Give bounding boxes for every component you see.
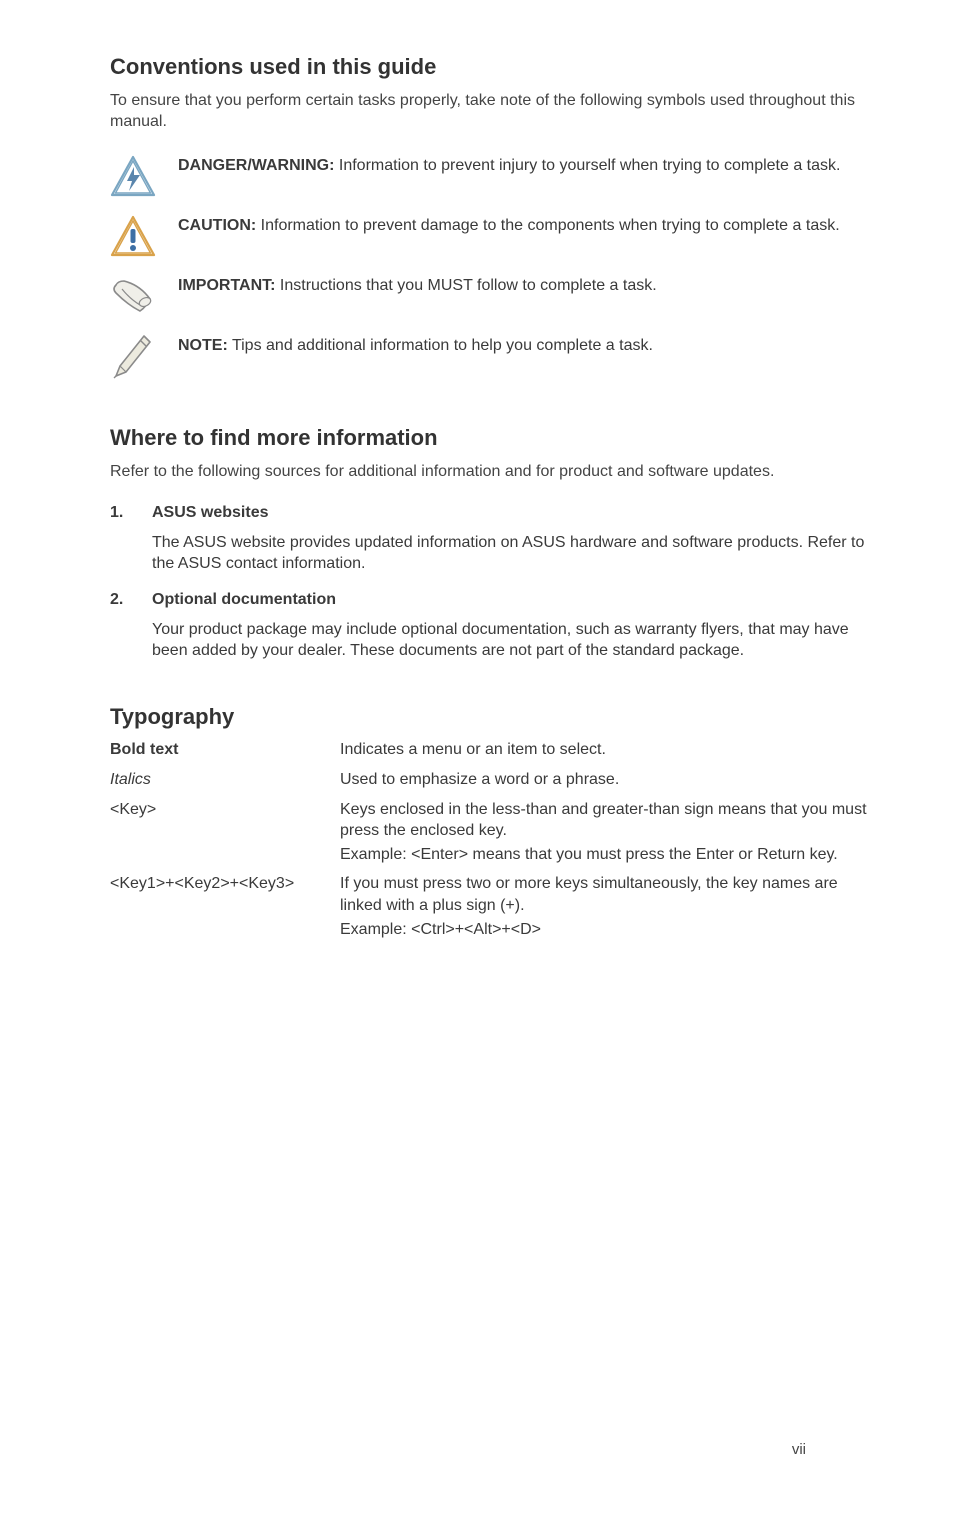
table-row: Bold text Indicates a menu or an item to… [110, 739, 880, 763]
table-row: <Key> Keys enclosed in the less-than and… [110, 799, 880, 868]
callout-body: Instructions that you MUST follow to com… [275, 277, 656, 294]
callout-danger: DANGER/WARNING: Information to prevent i… [110, 153, 880, 199]
typo-def-line: Keys enclosed in the less-than and great… [340, 799, 880, 842]
callout-caution: CAUTION: Information to prevent damage t… [110, 213, 880, 259]
danger-icon [110, 153, 156, 199]
typography-table: Bold text Indicates a menu or an item to… [110, 739, 880, 942]
typo-def-line: If you must press two or more keys simul… [340, 873, 880, 916]
callout-text: DANGER/WARNING: Information to prevent i… [178, 153, 880, 177]
important-icon [110, 273, 156, 319]
item-body: The ASUS website provides updated inform… [152, 532, 880, 575]
typo-term: <Key1>+<Key2>+<Key3> [110, 873, 330, 942]
callout-list: DANGER/WARNING: Information to prevent i… [110, 153, 880, 379]
callout-label: DANGER/WARNING: [178, 157, 334, 174]
callout-important: IMPORTANT: Instructions that you MUST fo… [110, 273, 880, 319]
typography-heading: Typography [110, 702, 880, 732]
callout-text: CAUTION: Information to prevent damage t… [178, 213, 880, 237]
callout-label: IMPORTANT: [178, 277, 275, 294]
where-list: 1. ASUS websites The ASUS website provid… [110, 502, 880, 662]
typo-def: Used to emphasize a word or a phrase. [340, 769, 880, 793]
item-head: ASUS websites [152, 502, 268, 524]
caution-icon [110, 213, 156, 259]
callout-note: NOTE: Tips and additional information to… [110, 333, 880, 379]
typo-def-line: Example: <Enter> means that you must pre… [340, 844, 880, 866]
callout-text: NOTE: Tips and additional information to… [178, 333, 880, 357]
typo-term: Italics [110, 769, 330, 793]
callout-body: Information to prevent injury to yoursel… [334, 157, 840, 174]
callout-body: Information to prevent damage to the com… [256, 217, 839, 234]
list-item: 2. Optional documentation Your product p… [110, 589, 880, 662]
typo-def-line: Example: <Ctrl>+<Alt>+<D> [340, 919, 880, 941]
conventions-intro: To ensure that you perform certain tasks… [110, 90, 880, 133]
note-icon [110, 333, 156, 379]
typo-def: If you must press two or more keys simul… [340, 873, 880, 942]
item-number: 2. [110, 589, 128, 611]
table-row: Italics Used to emphasize a word or a ph… [110, 769, 880, 793]
callout-body: Tips and additional information to help … [228, 337, 653, 354]
typo-term: Bold text [110, 739, 330, 763]
typo-def: Keys enclosed in the less-than and great… [340, 799, 880, 868]
item-head: Optional documentation [152, 589, 336, 611]
typo-def: Indicates a menu or an item to select. [340, 739, 880, 763]
callout-text: IMPORTANT: Instructions that you MUST fo… [178, 273, 880, 297]
item-number: 1. [110, 502, 128, 524]
page: { "sections": { "conventions": { "headin… [110, 52, 880, 1490]
item-body: Your product package may include optiona… [152, 619, 880, 662]
typo-term: <Key> [110, 799, 330, 868]
table-row: <Key1>+<Key2>+<Key3> If you must press t… [110, 873, 880, 942]
where-intro: Refer to the following sources for addit… [110, 461, 880, 483]
list-item: 1. ASUS websites The ASUS website provid… [110, 502, 880, 575]
typo-def-line: Indicates a menu or an item to select. [340, 739, 880, 761]
conventions-heading: Conventions used in this guide [110, 52, 880, 82]
where-heading: Where to find more information [110, 423, 880, 453]
callout-label: CAUTION: [178, 217, 256, 234]
page-number: vii [792, 1440, 806, 1460]
callout-label: NOTE: [178, 337, 228, 354]
typo-def-line: Used to emphasize a word or a phrase. [340, 769, 880, 791]
